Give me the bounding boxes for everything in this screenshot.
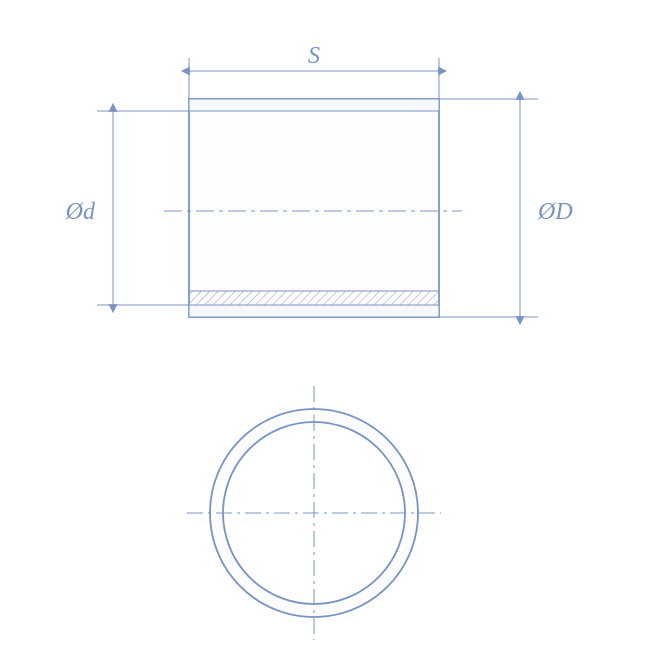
label-width: S [308,43,320,69]
label-outer-dia: ØD [537,199,573,225]
hatched-section [190,291,438,305]
label-inner-dia: Ød [65,199,96,225]
side-view [189,99,439,317]
bushing-technical-drawing: S Ød ØD [0,0,671,670]
bush-outer-profile [189,99,439,317]
